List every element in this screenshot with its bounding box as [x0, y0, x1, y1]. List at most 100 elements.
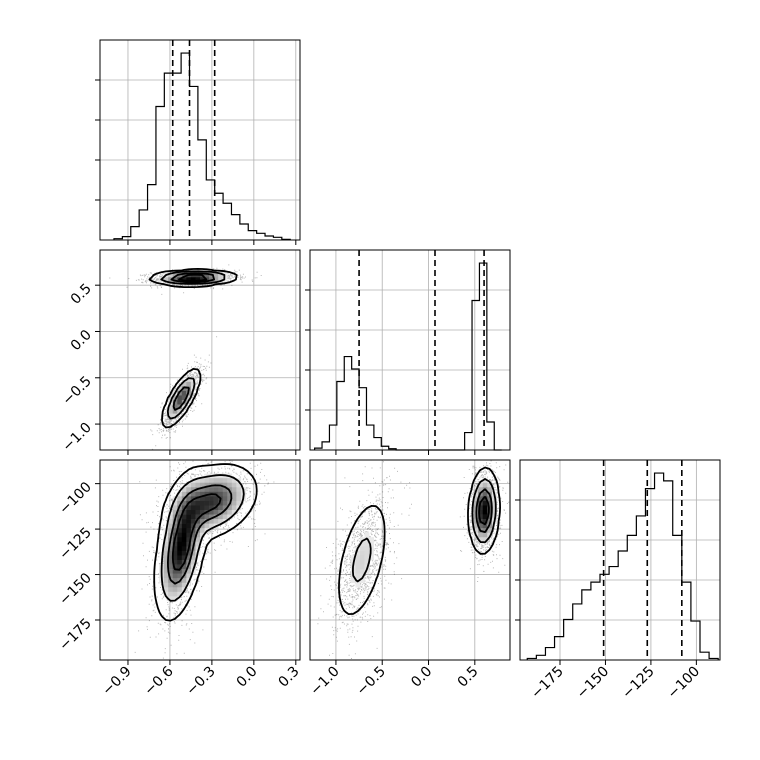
density-cell: [190, 532, 196, 538]
density-cell: [487, 528, 493, 534]
density-cell: [195, 277, 201, 283]
density-cell: [163, 541, 169, 547]
density-cell: [172, 400, 178, 405]
panel-frame: [309, 249, 511, 451]
density-cell: [177, 587, 183, 593]
density-cell: [369, 550, 374, 556]
density-cell: [190, 510, 196, 515]
density-cell: [204, 482, 210, 488]
density-cell: [209, 500, 214, 506]
density-cell: [227, 510, 233, 515]
x-tick-label-p1-2: 0.0: [408, 664, 435, 691]
density-cell: [478, 482, 484, 488]
density-cell: [218, 277, 224, 283]
density-cell: [218, 514, 224, 520]
density-cell: [172, 277, 178, 283]
density-cell: [218, 478, 224, 484]
density-cell: [177, 395, 183, 401]
panel-frame: [519, 459, 721, 661]
density-cell: [491, 496, 497, 502]
density-cell: [186, 573, 192, 579]
density-cell: [369, 555, 374, 561]
contour-level-0: [148, 268, 238, 429]
density-cell: [195, 514, 201, 520]
density-cell: [172, 560, 178, 565]
density-cell: [355, 573, 361, 579]
density-cell: [218, 500, 224, 506]
density-cell: [181, 395, 187, 401]
density-cell: [222, 500, 228, 506]
density-cell: [190, 514, 196, 520]
density-cell: [168, 514, 174, 520]
density-cell: [360, 560, 365, 565]
density-cell: [487, 482, 493, 488]
density-cell: [482, 500, 488, 506]
density-cell: [482, 537, 488, 543]
density-cell: [181, 582, 187, 588]
density-cell: [231, 482, 237, 488]
density-cell: [218, 519, 224, 524]
density-cell: [209, 496, 214, 502]
density-cell: [186, 564, 192, 570]
density-cell: [172, 582, 178, 588]
density-cell: [200, 510, 205, 515]
density-cell: [231, 491, 237, 497]
x-tick-label-p1-0: −1.0: [307, 664, 342, 699]
density-cell: [177, 510, 183, 515]
density-cell: [355, 582, 361, 588]
density-cell: [209, 487, 214, 493]
density-cell: [195, 491, 201, 497]
density-cell: [172, 596, 178, 602]
density-cell: [487, 487, 493, 493]
scatter-panel-0-1: [95, 249, 301, 455]
scatter-panel-1-2: [309, 459, 511, 665]
density-cell: [200, 487, 205, 493]
density-cell: [227, 491, 233, 497]
density-cell: [195, 541, 201, 547]
contour-level-1: [160, 474, 245, 602]
density-cell: [473, 500, 479, 506]
density-cell: [163, 546, 169, 552]
density-cell: [181, 519, 187, 524]
density-cell: [478, 510, 484, 515]
density-cell: [168, 546, 174, 552]
density-cell: [186, 569, 192, 574]
density-cell: [172, 272, 178, 278]
density-cell: [195, 496, 201, 502]
density-cell: [168, 591, 174, 597]
density-cell: [491, 500, 497, 506]
x-tick-label-p0-2: −0.3: [183, 664, 218, 699]
density-cell: [177, 541, 183, 547]
density-cell: [236, 500, 242, 506]
density-cell: [186, 496, 192, 502]
density-cell: [163, 560, 169, 565]
density-cell: [227, 505, 233, 511]
density-cell: [195, 519, 201, 524]
density-cell: [190, 555, 196, 561]
density-cell: [222, 496, 228, 502]
density-cell: [482, 514, 488, 520]
density-cell: [172, 541, 178, 547]
density-cell: [360, 578, 365, 584]
density-cell: [236, 482, 242, 488]
density-cell: [181, 555, 187, 561]
density-cell: [355, 564, 361, 570]
density-cell: [487, 500, 493, 506]
density-cell: [168, 523, 174, 529]
density-cell: [482, 519, 488, 524]
density-cell: [473, 496, 479, 502]
density-cell: [177, 582, 183, 588]
density-cell: [186, 514, 192, 520]
density-cell: [163, 591, 169, 597]
density-cell: [163, 569, 169, 574]
density-cell: [168, 560, 174, 565]
density-cell: [222, 510, 228, 515]
density-cell: [181, 532, 187, 538]
density-cell: [181, 381, 187, 387]
density-cell: [186, 381, 192, 387]
density-cell: [200, 528, 205, 534]
density-cell: [181, 523, 187, 529]
density-cell: [181, 546, 187, 552]
density-cell: [177, 400, 183, 405]
